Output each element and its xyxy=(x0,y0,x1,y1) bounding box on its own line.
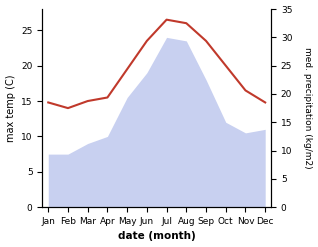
Y-axis label: med. precipitation (kg/m2): med. precipitation (kg/m2) xyxy=(303,47,313,169)
X-axis label: date (month): date (month) xyxy=(118,231,196,242)
Y-axis label: max temp (C): max temp (C) xyxy=(5,74,16,142)
